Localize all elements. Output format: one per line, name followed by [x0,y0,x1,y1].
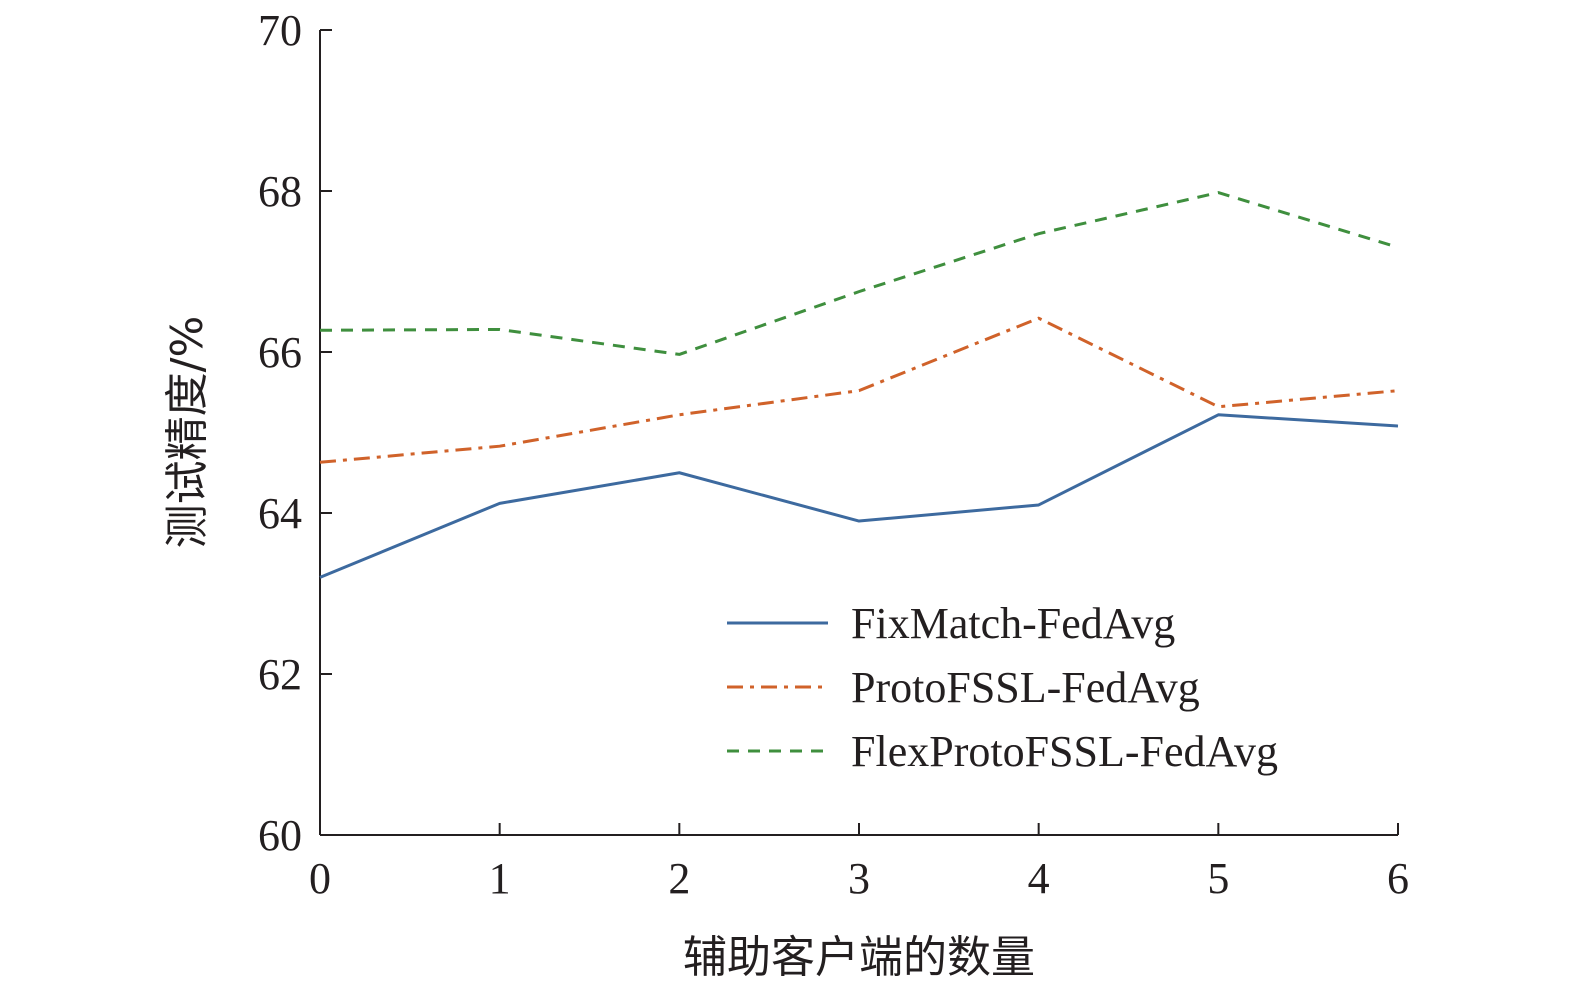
x-tick-label: 2 [668,854,690,903]
x-tick-label: 4 [1028,854,1050,903]
axes [319,30,1398,836]
series-line-fixmatch-fedavg [319,413,1399,579]
series-line-protofssl-fedavg [319,316,1399,464]
x-tick-label: 1 [489,854,511,903]
y-ticks: 60 62 64 66 68 70 [258,6,332,860]
x-ticks: 0 1 2 3 4 5 6 [309,823,1409,903]
y-tick-label: 68 [258,167,302,216]
x-axis-title: 辅助客户端的数量 [683,932,1035,983]
legend: FixMatch-FedAvg ProtoFSSL-FedAvg FlexProto… [727,599,1278,776]
series-line-flexprotofssl-fedavg [319,191,1399,356]
y-tick-label: 64 [258,489,302,538]
y-tick-label: 60 [258,811,302,860]
series-lines [319,191,1399,579]
y-tick-label: 70 [258,6,302,55]
x-tick-label: 3 [848,854,870,903]
y-axis-title: 测试精度/% [162,316,213,549]
y-tick-label: 66 [258,328,302,377]
x-tick-label: 5 [1207,854,1229,903]
legend-label: FlexProtoFSSL-FedAvg [851,727,1278,776]
y-tick-label: 62 [258,650,302,699]
x-tick-label: 0 [309,854,331,903]
legend-label: FixMatch-FedAvg [851,599,1175,648]
legend-label: ProtoFSSL-FedAvg [851,663,1200,712]
x-tick-label: 6 [1387,854,1409,903]
